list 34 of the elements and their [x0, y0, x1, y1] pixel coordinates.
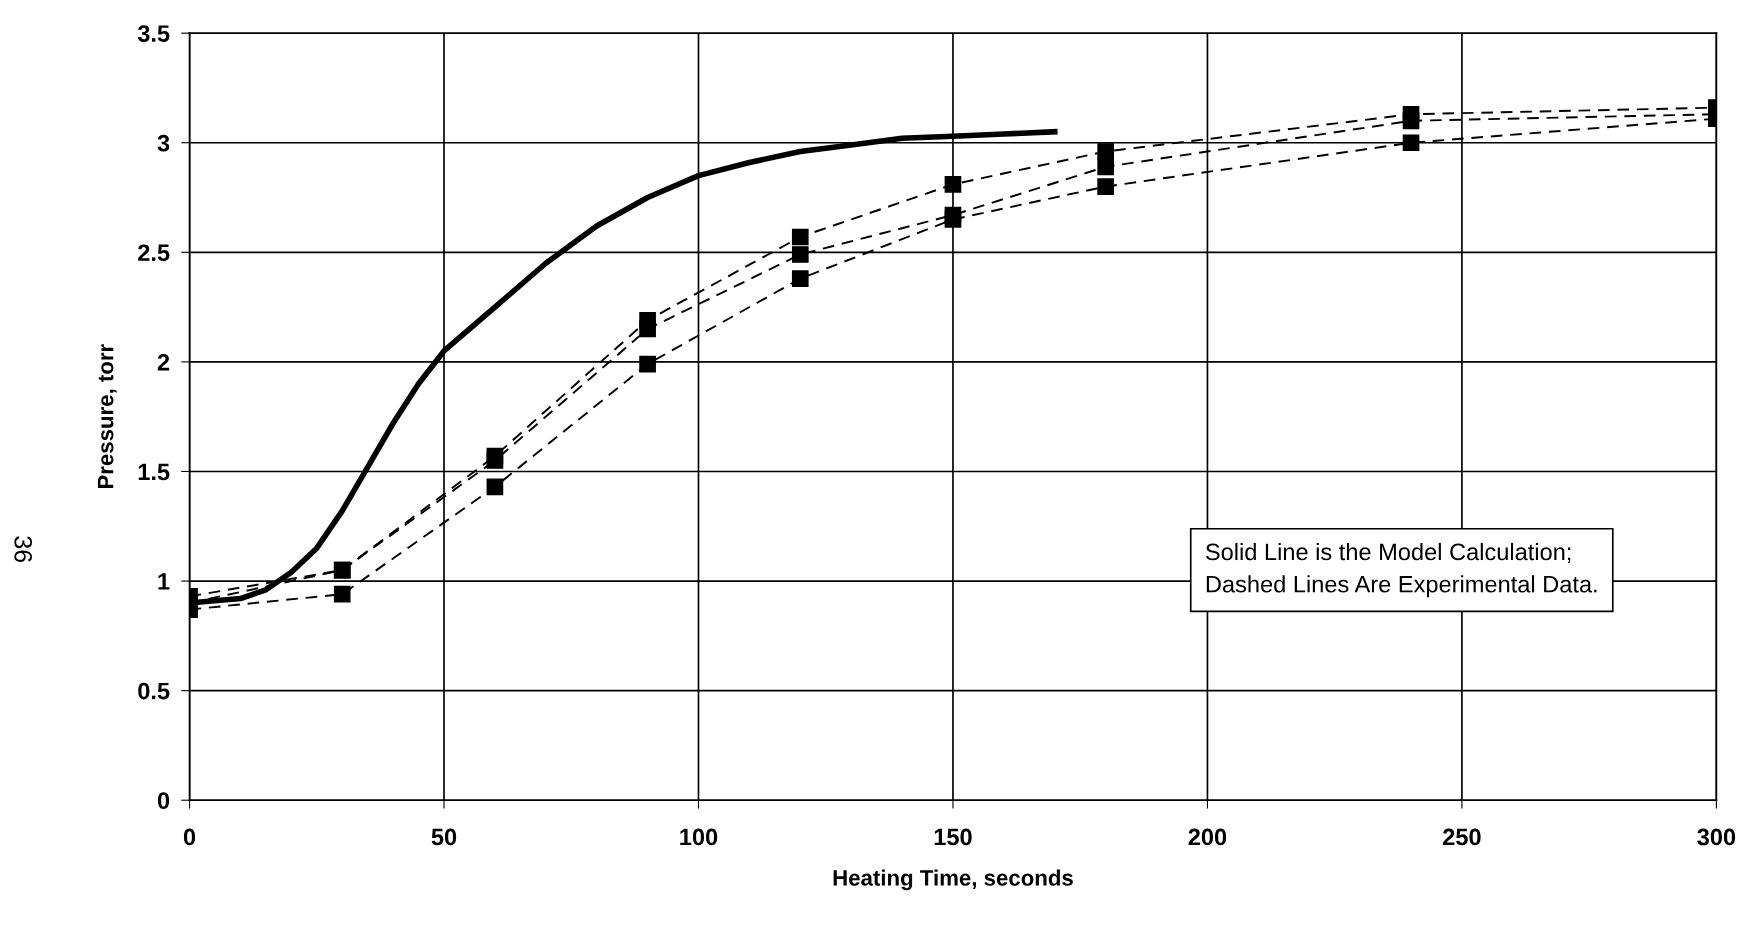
y-tick-label: 0.5: [138, 682, 170, 700]
point: [1097, 158, 1114, 176]
y-tick-label: 1: [158, 573, 170, 590]
point: [639, 355, 656, 373]
point: [486, 478, 504, 496]
x-tick-label: 250: [1443, 828, 1481, 846]
y-tick-label: 0: [157, 792, 170, 809]
x-tick-label: 150: [934, 828, 972, 846]
text: 36: [14, 536, 33, 563]
y-tick-label: 3.5: [137, 25, 170, 42]
x-tick-label: 200: [1188, 828, 1227, 846]
point: [791, 270, 809, 287]
y-tick-label: 3: [157, 134, 170, 152]
point: [1097, 178, 1114, 195]
y-axis-title: Pressure, torr: [97, 344, 117, 489]
x-tick-label: 300: [1697, 828, 1736, 846]
annotation: Solid Line is the Model Calculation; Dashed Lines Are Experimental Data.: [1205, 542, 1597, 598]
y-tick-label: 1.5: [138, 463, 170, 481]
point: [639, 320, 656, 338]
y-tick-label: 2: [157, 353, 170, 371]
y-tick-label: 2.5: [138, 244, 170, 262]
point: [486, 452, 504, 469]
point: [333, 585, 351, 603]
point: [791, 246, 809, 263]
point: [791, 228, 809, 246]
x-tick-label: 0: [183, 828, 196, 846]
point: [1402, 112, 1420, 130]
x-tick-label: 50: [431, 828, 457, 846]
x-tick-label: 100: [680, 828, 718, 846]
point: [1402, 134, 1420, 152]
point: [944, 176, 962, 193]
point: [944, 211, 962, 228]
point: [1097, 143, 1114, 160]
x-axis-title: Heating Time, seconds: [833, 869, 1073, 891]
